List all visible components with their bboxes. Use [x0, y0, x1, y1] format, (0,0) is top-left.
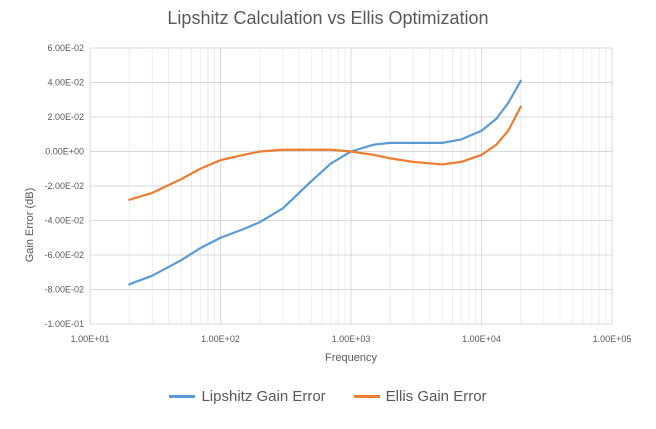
legend-item-lipshitz: Lipshitz Gain Error [169, 388, 326, 405]
y-tick-label: 6.00E-02 [47, 43, 84, 53]
data-point [219, 159, 222, 161]
data-point [350, 150, 352, 153]
data-point [373, 154, 375, 156]
data-point [258, 150, 261, 153]
data-point [219, 236, 222, 239]
data-point [412, 161, 415, 163]
data-point [281, 148, 284, 151]
y-tick-label: -2.00E-02 [44, 181, 84, 191]
data-point [519, 105, 522, 108]
y-tick-label: -4.00E-02 [44, 216, 84, 226]
data-point [281, 207, 284, 210]
legend-label-ellis: Ellis Gain Error [385, 388, 487, 405]
data-point [460, 138, 463, 141]
data-point [180, 178, 183, 180]
data-point [128, 199, 131, 201]
data-point [258, 221, 261, 224]
y-tick-label: -8.00E-02 [44, 285, 84, 295]
y-tick-label: 0.00E+00 [45, 147, 84, 157]
x-tick-label: 1.00E+03 [332, 334, 371, 344]
data-point [242, 228, 245, 230]
chart-title: Lipshitz Calculation vs Ellis Optimizati… [167, 8, 489, 28]
data-point [180, 259, 183, 261]
data-point [507, 102, 509, 104]
data-point [151, 274, 154, 277]
legend: Lipshitz Gain Error Ellis Gain Error [0, 388, 656, 405]
data-point [242, 154, 245, 156]
data-point [480, 130, 483, 132]
data-point [389, 142, 392, 144]
data-point [412, 142, 415, 144]
data-point [441, 163, 444, 166]
y-axis-label: Gain Error (dB) [24, 187, 36, 263]
x-tick-label: 1.00E+01 [71, 334, 110, 344]
data-point [128, 283, 131, 286]
legend-swatch-ellis [353, 395, 380, 398]
legend-item-ellis: Ellis Gain Error [353, 388, 487, 405]
data-point [310, 148, 313, 151]
x-axis-label: Frequency [325, 352, 377, 364]
x-tick-label: 1.00E+05 [593, 334, 632, 344]
data-point [329, 162, 332, 165]
y-tick-label: 4.00E-02 [47, 78, 84, 88]
data-point [389, 157, 392, 160]
data-point [373, 143, 375, 146]
data-point [310, 180, 313, 182]
series-line-1 [128, 105, 522, 201]
legend-swatch-lipshitz [169, 395, 196, 398]
legend-label-lipshitz: Lipshitz Gain Error [201, 388, 326, 405]
data-point [495, 143, 498, 146]
data-point [519, 79, 522, 82]
data-point [441, 142, 444, 144]
data-point [199, 167, 202, 170]
data-point [460, 161, 463, 163]
data-point [507, 130, 509, 132]
data-point [151, 192, 154, 194]
y-tick-label: -6.00E-02 [44, 250, 84, 260]
x-tick-label: 1.00E+04 [462, 334, 501, 344]
data-point [199, 247, 202, 249]
data-point [495, 117, 498, 120]
data-point [329, 148, 332, 151]
series-line-0 [128, 79, 522, 286]
data-point [480, 154, 483, 156]
x-tick-label: 1.00E+02 [201, 334, 240, 344]
y-tick-label: 2.00E-02 [47, 112, 84, 122]
y-tick-label: -1.00E-01 [44, 319, 84, 329]
